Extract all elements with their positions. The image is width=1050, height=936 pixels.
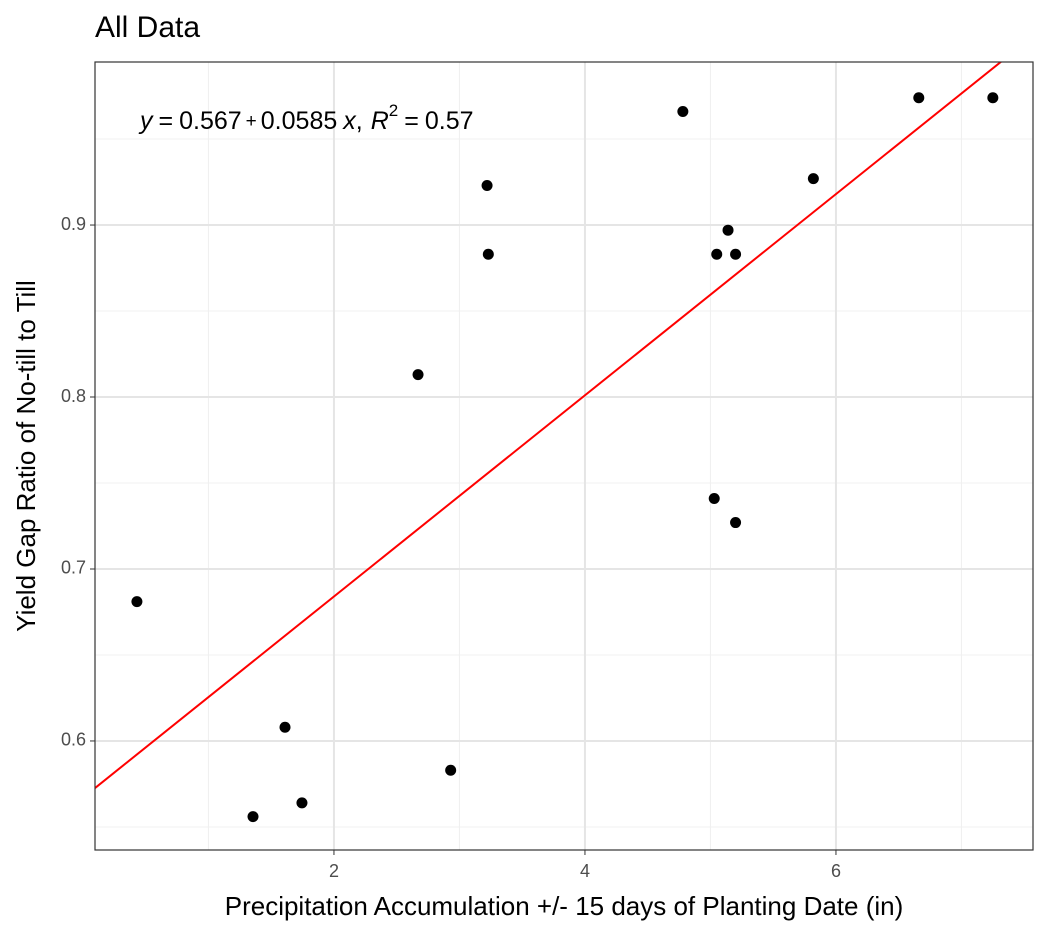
point: [481, 179, 493, 191]
y-tick-label: 0.8: [61, 386, 86, 406]
y-axis-label: Yield Gap Ratio of No-till to Till: [11, 280, 41, 632]
y-tick-label: 0.6: [61, 730, 86, 750]
point: [730, 517, 742, 529]
equation-part: =: [159, 107, 174, 135]
regression-line: [95, 62, 1003, 789]
plot-border: [94, 61, 1034, 851]
equation-part: 0.567: [179, 107, 242, 135]
point: [711, 248, 723, 260]
x-tick-label: 4: [580, 861, 590, 881]
point: [131, 596, 143, 608]
x-axis-label: Precipitation Accumulation +/- 15 days o…: [225, 891, 904, 921]
point: [279, 721, 291, 733]
fit-equation: y = 0.567 +0.0585 x, R2 = 0.57: [138, 101, 474, 134]
point: [412, 369, 424, 381]
y-tick-label: 0.7: [61, 558, 86, 578]
point: [730, 248, 742, 260]
x-tick-label: 2: [329, 861, 339, 881]
equation-part: x: [342, 107, 357, 135]
chart-title: All Data: [95, 11, 200, 44]
equation-part: y: [138, 107, 154, 135]
equation-part: +: [246, 111, 257, 132]
point: [987, 92, 999, 104]
point: [722, 224, 734, 236]
x-tick-label: 6: [831, 861, 841, 881]
point: [247, 811, 259, 823]
point: [445, 764, 457, 776]
equation-part: =: [404, 107, 419, 135]
point: [677, 106, 689, 118]
equation-part: 0.0585: [261, 107, 337, 135]
y-tick-label: 0.9: [61, 214, 86, 234]
point: [296, 797, 308, 809]
point: [708, 492, 720, 504]
equation-part: 2: [389, 101, 398, 120]
point: [482, 248, 494, 260]
equation-part: R: [371, 107, 389, 135]
point: [913, 92, 925, 104]
point: [807, 173, 819, 185]
equation-part: ,: [356, 107, 363, 135]
equation-part: 0.57: [425, 107, 474, 135]
